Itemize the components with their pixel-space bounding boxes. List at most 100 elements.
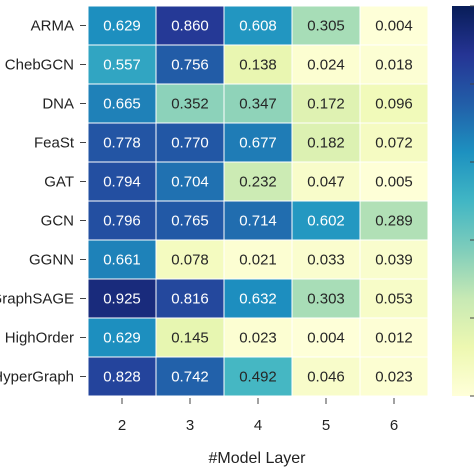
x-tick-label: 3 [186,417,194,434]
x-tick-label: 2 [118,417,126,434]
heatmap-cell [87,239,157,280]
cell-value-label: 0.023 [239,330,277,347]
heatmap-cell [223,200,293,241]
cell-value-label: 0.677 [239,135,277,152]
cell-value-label: 0.047 [307,174,345,191]
cell-value-label: 0.182 [307,135,345,152]
cell-value-label: 0.078 [171,252,209,269]
y-tick-label: HyperGraph [0,369,74,386]
cell-value-label: 0.033 [307,252,345,269]
cell-value-label: 0.778 [103,135,141,152]
heatmap-cell [291,122,361,163]
heatmap-cell [359,200,429,241]
heatmap-cell [155,356,225,397]
x-tick-labels: 2 3 4 5 6 [118,398,398,434]
heatmap-cell [223,122,293,163]
y-tick-label: HighOrder [5,330,74,347]
y-tick-label: GGNN [29,252,74,269]
cell-value-label: 0.765 [171,213,209,230]
cell-value-label: 0.925 [103,291,141,308]
heatmap-cell [359,356,429,397]
cell-value-label: 0.053 [375,291,413,308]
y-tick-label: GraphSAGE [0,291,74,308]
cell-value-label: 0.828 [103,369,141,386]
heatmap-cell [359,44,429,85]
cell-value-label: 0.608 [239,18,277,35]
heatmap-cell [155,83,225,124]
heatmap-cell [155,317,225,358]
cell-value-label: 0.557 [103,57,141,74]
cell-value-label: 0.665 [103,96,141,113]
cell-value-label: 0.096 [375,96,413,113]
cell-value-label: 0.024 [307,57,345,74]
cell-value-label: 0.046 [307,369,345,386]
heatmap-cell [291,356,361,397]
cell-value-label: 0.794 [103,174,141,191]
y-tick-label: GCN [41,213,74,230]
cell-value-label: 0.492 [239,369,277,386]
cell-value-label: 0.232 [239,174,277,191]
heatmap-cell [87,5,157,46]
heatmap-cell [359,122,429,163]
cell-value-label: 0.632 [239,291,277,308]
cell-value-label: 0.018 [375,57,413,74]
cell-value-label: 0.005 [375,174,413,191]
cell-value-label: 0.629 [103,18,141,35]
heatmap-cell [87,356,157,397]
cell-value-label: 0.004 [375,18,413,35]
y-tick-label: DNA [42,96,74,113]
heatmap-cell [87,161,157,202]
colorbar-gradient [452,6,474,396]
y-tick-label: ChebGCN [5,57,74,74]
cell-value-label: 0.629 [103,330,141,347]
cell-value-label: 0.004 [307,330,345,347]
y-tick-labels: ARMA ChebGCN DNA FeaSt GAT GCN GGNN GraphSAGE Hi… [0,18,86,386]
cell-value-label: 0.602 [307,213,345,230]
cell-value-label: 0.289 [375,213,413,230]
cell-value-label: 0.796 [103,213,141,230]
heatmap-cell [223,5,293,46]
cell-value-label: 0.138 [239,57,277,74]
y-tick-label: FeaSt [34,135,75,152]
cell-value-label: 0.816 [171,291,209,308]
heatmap-cell [223,44,293,85]
x-axis-title: #Model Layer [209,450,307,467]
cell-value-label: 0.305 [307,18,345,35]
heatmap-cell [155,5,225,46]
cell-value-label: 0.021 [239,252,277,269]
heatmap-cell [155,200,225,241]
cell-value-label: 0.347 [239,96,277,113]
x-tick-label: 5 [322,417,330,434]
x-tick-label: 6 [390,417,398,434]
colorbar [452,5,474,397]
cell-value-label: 0.012 [375,330,413,347]
heatmap-cell [359,278,429,319]
cell-value-label: 0.742 [171,369,209,386]
cell-value-label: 0.704 [171,174,209,191]
heatmap-cell [87,44,157,85]
heatmap-cell [155,161,225,202]
y-tick-label: ARMA [31,18,74,35]
cell-value-label: 0.303 [307,291,345,308]
cell-value-label: 0.756 [171,57,209,74]
heatmap-cells: 0.629 0.860 0.608 0.305 0.004 0.557 0.756 0.138… [87,5,429,397]
heatmap-cell [359,317,429,358]
cell-value-label: 0.145 [171,330,209,347]
y-tick-label: GAT [44,174,74,191]
x-tick-label: 4 [254,417,262,434]
heatmap-cell [87,122,157,163]
heatmap-cell [291,83,361,124]
cell-value-label: 0.860 [171,18,209,35]
cell-value-label: 0.661 [103,252,141,269]
cell-value-label: 0.352 [171,96,209,113]
cell-value-label: 0.770 [171,135,209,152]
cell-value-label: 0.072 [375,135,413,152]
heatmap-cell [223,317,293,358]
heatmap-cell [223,356,293,397]
cell-value-label: 0.039 [375,252,413,269]
heatmap-cell [223,161,293,202]
heatmap-cell [291,278,361,319]
cell-value-label: 0.714 [239,213,277,230]
heatmap-cell [87,278,157,319]
